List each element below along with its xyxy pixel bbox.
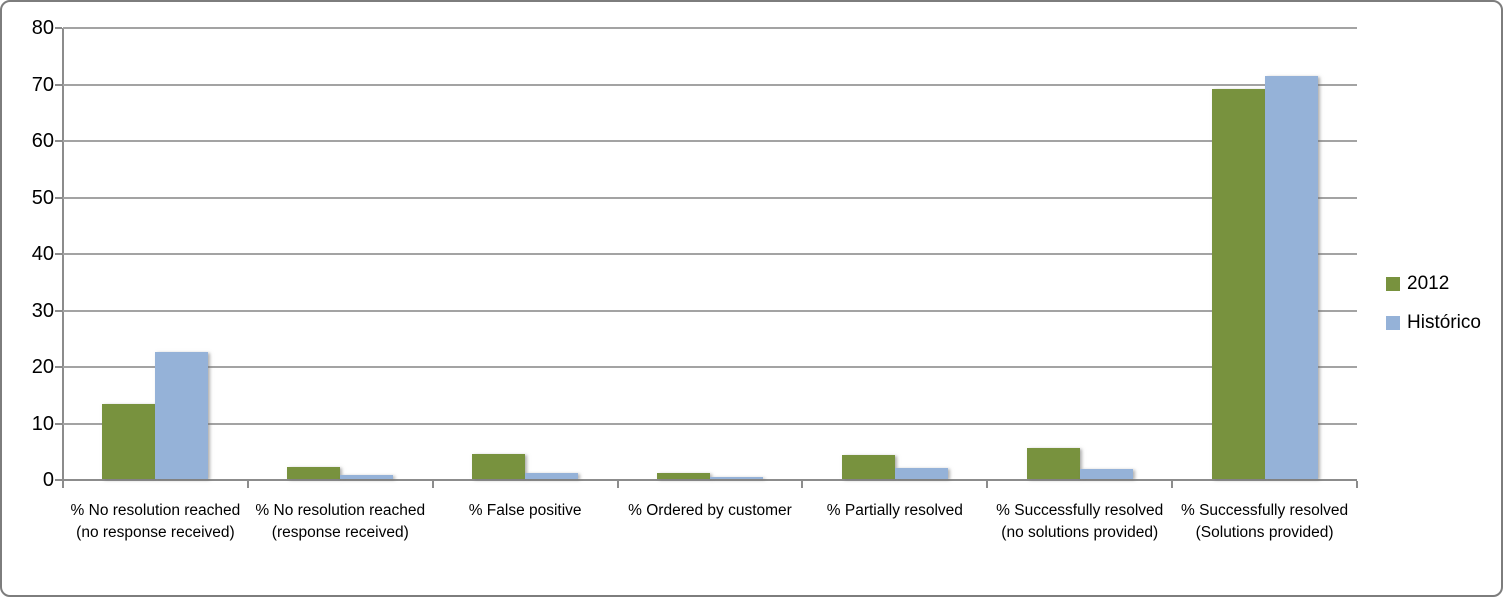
bar-histórico-cat1 bbox=[155, 352, 209, 479]
legend-item-2012: 2012 bbox=[1386, 273, 1481, 295]
x-axis-tick bbox=[246, 481, 249, 488]
legend-label-2012: 2012 bbox=[1407, 273, 1450, 294]
gridline-60 bbox=[63, 140, 1357, 142]
x-axis-tick bbox=[801, 481, 804, 488]
x-axis-tick bbox=[431, 481, 434, 488]
y-tick-label-40: 40 bbox=[31, 243, 54, 265]
gridline-70 bbox=[63, 83, 1357, 86]
y-axis-tick bbox=[55, 309, 62, 312]
y-tick-label-50: 50 bbox=[31, 186, 54, 209]
gridline-40 bbox=[63, 253, 1357, 255]
y-axis-tick bbox=[55, 253, 62, 255]
x-category-label: % No resolution reached (response receiv… bbox=[255, 502, 426, 542]
plot-area bbox=[55, 27, 1358, 488]
legend: 2012 Histórico bbox=[1386, 273, 1481, 351]
y-tick-label-20: 20 bbox=[31, 356, 54, 378]
x-axis-tick bbox=[986, 481, 989, 488]
bar-2012-cat6 bbox=[1026, 447, 1080, 479]
gridline-10 bbox=[63, 422, 1357, 425]
y-tick-label-0: 0 bbox=[42, 469, 54, 491]
legend-label-histórico: Histórico bbox=[1407, 312, 1481, 333]
legend-item-histórico: Histórico bbox=[1386, 312, 1481, 334]
y-tick-label-10: 10 bbox=[31, 412, 54, 435]
y-tick-label-60: 60 bbox=[31, 130, 54, 152]
bar-histórico-cat5 bbox=[894, 467, 948, 479]
bar-2012-cat1 bbox=[102, 403, 156, 479]
bar-histórico-cat2 bbox=[340, 475, 394, 479]
x-category-label: % False positive bbox=[468, 502, 582, 519]
x-category-label: % Partially resolved bbox=[826, 502, 963, 519]
y-axis-tick bbox=[55, 479, 62, 481]
y-tick-label-80: 80 bbox=[31, 17, 54, 39]
x-axis-tick bbox=[62, 481, 64, 488]
x-category-label: % No resolution reached (no response rec… bbox=[70, 502, 241, 542]
bar-2012-cat2 bbox=[287, 466, 341, 479]
x-category-label: % Successfully resolved (no solutions pr… bbox=[996, 502, 1164, 542]
bar-histórico-cat3 bbox=[525, 473, 579, 479]
bar-histórico-cat7 bbox=[1264, 76, 1318, 479]
legend-swatch-histórico bbox=[1386, 316, 1400, 330]
gridline-80 bbox=[63, 27, 1357, 29]
y-axis-line bbox=[62, 28, 64, 488]
gridline-20 bbox=[63, 366, 1357, 368]
y-axis-tick bbox=[55, 140, 62, 142]
gridline-30 bbox=[63, 309, 1357, 312]
y-axis-tick bbox=[55, 196, 62, 199]
y-axis-tick bbox=[55, 83, 62, 86]
x-axis-tick bbox=[1356, 481, 1358, 488]
bar-2012-cat7 bbox=[1211, 89, 1265, 479]
x-axis-tick bbox=[616, 481, 619, 488]
bar-2012-cat3 bbox=[472, 454, 526, 479]
y-tick-label-30: 30 bbox=[31, 299, 54, 322]
bar-2012-cat5 bbox=[841, 455, 895, 479]
y-axis-tick bbox=[55, 27, 62, 29]
gridline-50 bbox=[63, 196, 1357, 199]
legend-swatch-2012 bbox=[1386, 277, 1400, 291]
bar-histórico-cat4 bbox=[710, 476, 763, 479]
y-axis-tick bbox=[55, 422, 62, 425]
x-category-label: % Ordered by customer bbox=[628, 502, 792, 519]
x-axis-tick bbox=[1171, 481, 1174, 488]
y-axis-tick bbox=[55, 366, 62, 368]
y-tick-label-70: 70 bbox=[31, 73, 54, 96]
x-axis-line bbox=[63, 479, 1357, 481]
bar-histórico-cat6 bbox=[1079, 468, 1133, 479]
bar-2012-cat4 bbox=[657, 473, 710, 479]
x-category-label: % Successfully resolved (Solutions provi… bbox=[1181, 502, 1349, 542]
